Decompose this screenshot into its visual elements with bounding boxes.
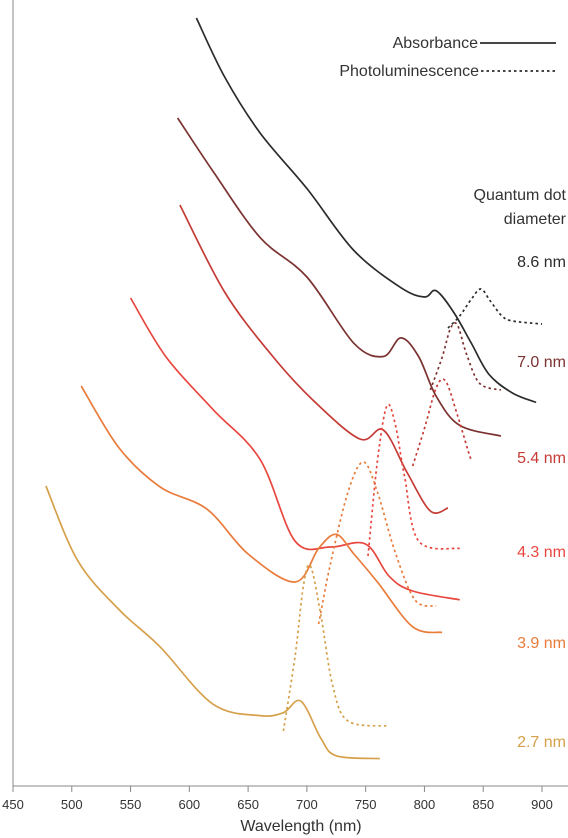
annotation-line-1: Quantum dot [474,187,567,204]
photoluminescence-curve [429,322,502,391]
series-size-label: 8.6 nm [517,254,566,271]
x-tick: 750 [355,786,377,812]
x-tick: 850 [472,786,494,812]
series-size-label: 3.9 nm [517,635,566,652]
size-labels: 8.6 nm 7.0 nm 5.4 nm 4.3 nm 3.9 nm 2.7 nm [517,254,566,751]
absorbance-curve [176,117,502,437]
x-tick: 550 [120,786,142,812]
series-size-label: 5.4 nm [517,450,566,467]
photoluminescence-curve [447,288,543,329]
photoluminescence-curve [411,378,473,467]
x-tick: 600 [178,786,200,812]
absorbance-curve [195,17,537,404]
absorbance-curve [129,297,460,601]
photoluminescence-curve [367,403,460,557]
x-axis-title: Wavelength (nm) [240,818,361,835]
x-axis-ticks: 450 500 550 600 650 700 750 800 850 900 [2,786,553,812]
series-size-label: 2.7 nm [517,734,566,751]
x-tick-label: 750 [355,797,377,812]
annotation-line-2: diameter [504,211,567,228]
photoluminescence-curve [317,461,437,625]
x-tick-label: 550 [120,797,142,812]
x-tick-label: 850 [472,797,494,812]
x-tick-label: 450 [2,797,24,812]
legend-absorbance-label: Absorbance [393,35,478,52]
x-tick: 700 [296,786,318,812]
absorbance-curve [45,485,380,760]
x-axis [12,0,568,787]
x-tick: 500 [61,786,83,812]
legend-pl-label: Photoluminescence [339,63,479,80]
size-annotation: Quantum dot diameter [474,187,567,228]
series-layer [45,17,543,760]
x-tick: 650 [237,786,259,812]
absorbance-curve [179,204,449,514]
x-tick-label: 650 [237,797,259,812]
absorbance-curve [80,385,443,634]
legend: Absorbance Photoluminescence [339,35,556,80]
x-tick-label: 500 [61,797,83,812]
photoluminescence-curve [282,563,390,732]
x-tick-label: 600 [178,797,200,812]
x-tick-label: 900 [531,797,553,812]
x-tick-label: 800 [414,797,436,812]
x-tick-label: 700 [296,797,318,812]
series-size-label: 7.0 nm [517,354,566,371]
x-tick: 800 [414,786,436,812]
series-size-label: 4.3 nm [517,544,566,561]
x-tick: 450 [2,786,24,812]
x-tick: 900 [531,786,553,812]
